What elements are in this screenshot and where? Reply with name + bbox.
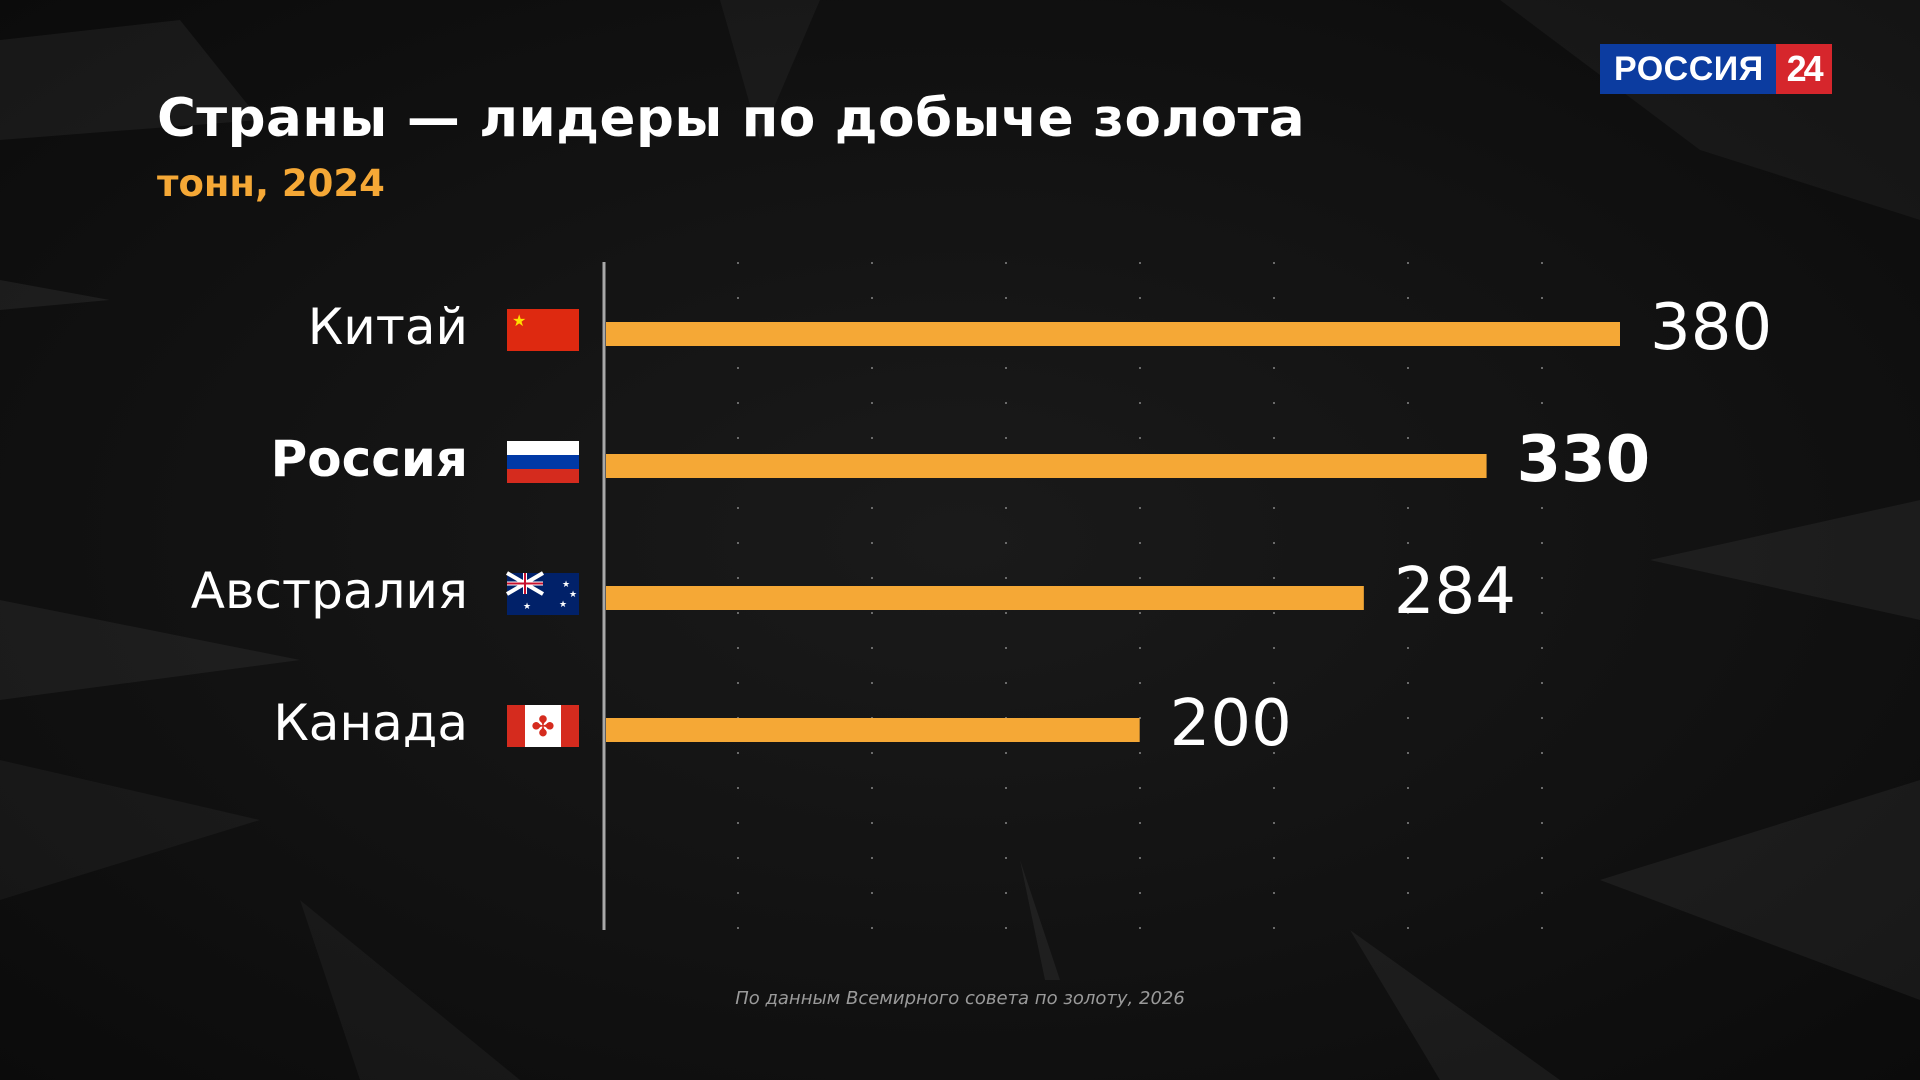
channel-logo: РОССИЯ 24	[1600, 44, 1832, 94]
svg-text:✤: ✤	[531, 710, 554, 743]
value-label: 380	[1650, 291, 1772, 365]
bar	[606, 454, 1487, 478]
flag-australia-icon: ★★★★	[505, 571, 579, 615]
svg-text:★: ★	[569, 590, 577, 600]
category-label: Австралия	[191, 562, 468, 620]
svg-text:★: ★	[559, 600, 567, 610]
logo-text: РОССИЯ	[1600, 44, 1776, 94]
value-label: 330	[1517, 423, 1651, 497]
bar	[606, 586, 1364, 610]
svg-text:★: ★	[562, 580, 570, 590]
chart-subtitle: тонн, 2024	[157, 162, 385, 205]
bar	[606, 322, 1620, 346]
svg-text:★: ★	[523, 602, 531, 612]
svg-text:★: ★	[512, 311, 526, 330]
flag-canada-icon: ✤	[507, 705, 579, 747]
category-label: Россия	[271, 430, 468, 488]
flag-russia-icon	[507, 441, 579, 483]
category-label: Канада	[273, 694, 468, 752]
bar	[606, 718, 1140, 742]
source-note: По данным Всемирного совета по золоту, 2…	[735, 988, 1185, 1009]
logo-number: 24	[1775, 44, 1832, 94]
value-label: 200	[1170, 687, 1292, 761]
chart-title: Страны — лидеры по добыче золота	[157, 88, 1306, 149]
flag-china-icon: ★	[507, 309, 579, 351]
value-label: 284	[1394, 555, 1516, 629]
category-label: Китай	[308, 298, 468, 356]
